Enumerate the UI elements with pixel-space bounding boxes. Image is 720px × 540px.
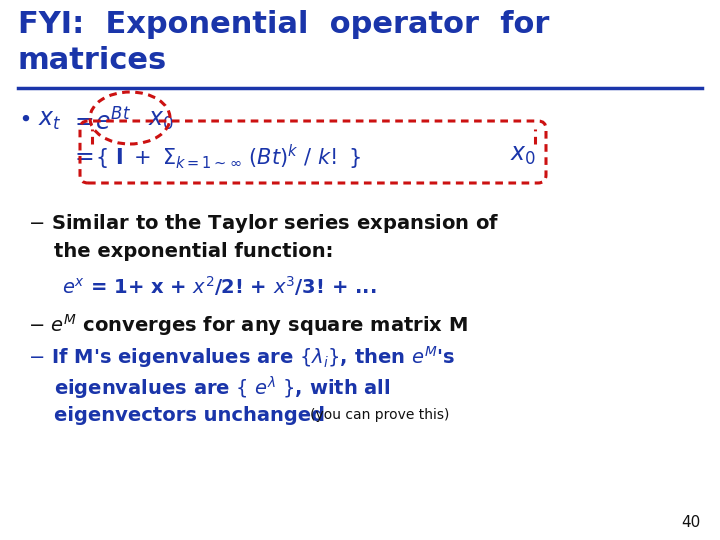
Text: eigenvectors unchanged: eigenvectors unchanged — [54, 406, 325, 425]
Text: $e^{Bt}$: $e^{Bt}$ — [95, 108, 131, 135]
Text: FYI:  Exponential  operator  for: FYI: Exponential operator for — [18, 10, 549, 39]
Text: the exponential function:: the exponential function: — [54, 242, 333, 261]
Text: (you can prove this): (you can prove this) — [310, 408, 449, 422]
Text: $x_t$: $x_t$ — [38, 108, 62, 132]
Text: $x_0$: $x_0$ — [510, 143, 536, 167]
Text: eigenvalues are $\{\ e^\lambda\ \}$, with all: eigenvalues are $\{\ e^\lambda\ \}$, wit… — [54, 375, 390, 402]
Text: $=$: $=$ — [70, 143, 94, 167]
Text: $-\ e^M$ converges for any square matrix M: $-\ e^M$ converges for any square matrix… — [28, 312, 468, 338]
Text: $-$ If M's eigenvalues are $\{\lambda_i\}$, then $e^{M}$'s: $-$ If M's eigenvalues are $\{\lambda_i\… — [28, 344, 455, 370]
Text: $e^x$ = 1+ x + $x^2$/2! + $x^3$/3! + ...: $e^x$ = 1+ x + $x^2$/2! + $x^3$/3! + ... — [62, 274, 377, 298]
Text: $-$ Similar to the Taylor series expansion of: $-$ Similar to the Taylor series expansi… — [28, 212, 500, 235]
Text: 40: 40 — [680, 515, 700, 530]
Text: $=$: $=$ — [70, 108, 94, 132]
Text: $\{\ \mathbf{I}\ +\ \Sigma_{k=1\sim\infty}\ (Bt)^k\ /\ k!\ \}$: $\{\ \mathbf{I}\ +\ \Sigma_{k=1\sim\inft… — [95, 143, 361, 172]
Text: $\bullet$: $\bullet$ — [18, 108, 30, 128]
Text: matrices: matrices — [18, 46, 167, 75]
Text: $x_0$: $x_0$ — [148, 108, 174, 132]
